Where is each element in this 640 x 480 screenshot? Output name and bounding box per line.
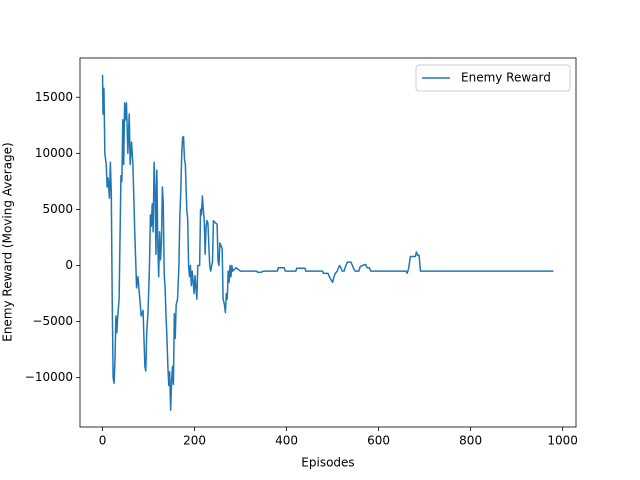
- x-tick-label: 400: [275, 434, 298, 448]
- y-tick-label: 0: [65, 258, 73, 272]
- y-tick-label: −10000: [25, 370, 73, 384]
- y-tick-label: 15000: [35, 90, 73, 104]
- x-tick-label: 800: [459, 434, 482, 448]
- legend-box: [415, 64, 571, 92]
- y-tick-label: 10000: [35, 146, 73, 160]
- y-axis-label: Enemy Reward (Moving Average): [1, 142, 15, 342]
- plot-frame: [79, 57, 577, 428]
- x-tick-label: 1000: [547, 434, 578, 448]
- data-line: [101, 74, 554, 411]
- x-tick-label: 0: [99, 434, 107, 448]
- y-tick-label: −5000: [32, 314, 73, 328]
- x-axis-label: Episodes: [301, 456, 354, 470]
- x-tick-label: 600: [367, 434, 390, 448]
- legend-label: Enemy Reward: [461, 71, 551, 85]
- y-tick-label: 5000: [42, 202, 73, 216]
- x-tick-label: 200: [183, 434, 206, 448]
